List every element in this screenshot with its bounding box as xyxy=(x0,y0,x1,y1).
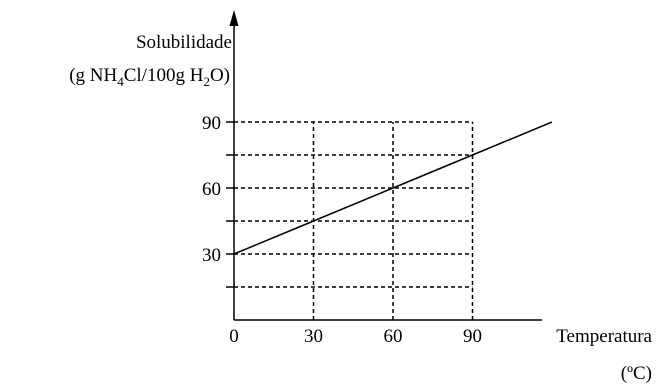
tick-labels: 30 60 90 0 30 60 90 xyxy=(202,113,482,347)
y-axis-unit: (g NH4Cl/100g H2O) xyxy=(69,65,230,89)
axes xyxy=(229,10,542,321)
x-tick-label-90: 90 xyxy=(463,326,482,347)
y-tick-label-90: 90 xyxy=(202,113,221,134)
y-axis-arrow xyxy=(229,10,239,26)
x-axis-unit: (ºC) xyxy=(621,363,652,384)
x-tick-label-30: 30 xyxy=(304,326,323,347)
series-line-0 xyxy=(233,121,553,255)
y-tick-label-60: 60 xyxy=(202,179,221,200)
y-axis-ticks xyxy=(226,121,234,288)
series-lines xyxy=(233,121,553,255)
grid-lines xyxy=(234,121,474,320)
x-axis-title: Temperatura xyxy=(556,326,652,347)
y-axis-title: Solubilidade xyxy=(136,32,232,53)
x-tick-label-60: 60 xyxy=(384,326,403,347)
y-tick-label-30: 30 xyxy=(202,245,221,266)
x-tick-label-0: 0 xyxy=(229,326,239,347)
